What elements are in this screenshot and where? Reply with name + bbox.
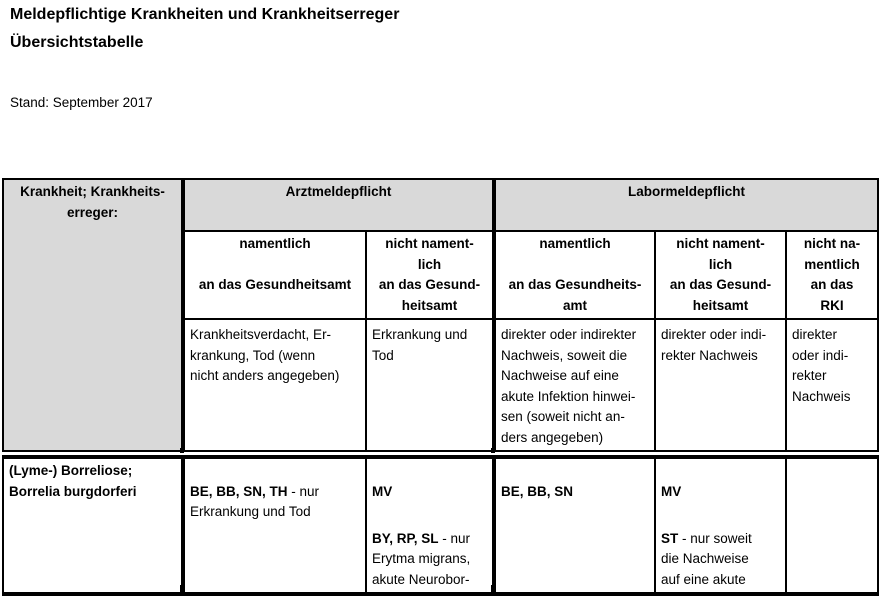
criteria-labor-namentlich: direkter oder indirekter Nachweis, sowei… — [492, 318, 657, 452]
state-codes: BE, BB, SN, TH — [190, 483, 288, 499]
criteria-arzt-namentlich: Krankheitsverdacht, Er- krankung, Tod (w… — [181, 318, 367, 452]
disease-row-table: (Lyme-) Borreliose; Borrelia burgdorferi… — [2, 455, 879, 596]
state-note: - nur Erkrankung und Tod — [190, 483, 320, 520]
state-codes: ST — [661, 530, 679, 546]
date-stamp: Stand: September 2017 — [10, 95, 153, 110]
cell-labor-nicht-namentlich: MV ST - nur soweit die Nachweise auf ein… — [654, 455, 787, 596]
subheader-arzt-namentlich: namentlich an das Gesundheitsamt — [181, 230, 367, 320]
table-divider-stub — [491, 585, 495, 596]
criteria-labor-nicht-namentlich: direkter oder indi- rekter Nachweis — [654, 318, 788, 452]
criteria-labor-rki: direkter oder indi- rekter Nachweis — [785, 318, 880, 452]
state-codes: MV — [372, 483, 393, 499]
subheader-labor-namentlich: namentlich an das Gesundheits- amt — [492, 230, 657, 320]
document-title: Meldepflichtige Krankheiten und Krankhei… — [10, 6, 400, 23]
group-header-arztmeldepflicht: Arztmeldepflicht — [180, 178, 496, 232]
cell-labor-namentlich: BE, BB, SN — [492, 455, 656, 596]
next-row-top-border — [2, 592, 877, 596]
criteria-arzt-nicht-namentlich: Erkrankung und Tod — [364, 318, 496, 452]
group-header-labormeldepflicht: Labormeldepflicht — [492, 178, 880, 232]
table-area: Krankheit; Krankheits- erreger: Arztmeld… — [2, 178, 880, 596]
state-note-paragraph: ST - nur soweit die Nachweise auf eine a… — [661, 529, 781, 596]
disease-name-cell: (Lyme-) Borreliose; Borrelia burgdorferi — [2, 455, 184, 596]
subheader-labor-rki: nicht na- mentlich an das RKI — [785, 230, 880, 320]
state-codes: MV — [661, 483, 682, 499]
cell-labor-rki — [785, 455, 879, 596]
table-divider-stub — [180, 585, 184, 596]
corner-header-cell: Krankheit; Krankheits- erreger: — [2, 178, 184, 452]
document-subtitle: Übersichtstabelle — [10, 34, 144, 51]
subheader-labor-nicht-namentlich: nicht nament- lich an das Gesund- heitsa… — [654, 230, 788, 320]
table-divider-stub — [491, 448, 495, 453]
state-codes: BY, RP, SL — [372, 530, 439, 546]
table-divider-stub — [180, 448, 184, 453]
state-codes: BE, BB, SN — [501, 483, 574, 499]
cell-arzt-nicht-namentlich: MV BY, RP, SL - nur Erytma migrans, akut… — [365, 455, 495, 596]
notifiable-diseases-table-header: Krankheit; Krankheits- erreger: Arztmeld… — [2, 178, 880, 452]
state-note: - nur Erytma migrans, akute Neurobor- re… — [372, 530, 471, 596]
cell-arzt-namentlich: BE, BB, SN, TH - nur Erkrankung und Tod — [181, 455, 367, 596]
table-row-borreliose: (Lyme-) Borreliose; Borrelia burgdorferi… — [2, 455, 879, 596]
subheader-arzt-nicht-namentlich: nicht nament- lich an das Gesund- heitsa… — [364, 230, 496, 320]
state-note-paragraph: BY, RP, SL - nur Erytma migrans, akute N… — [372, 529, 488, 596]
